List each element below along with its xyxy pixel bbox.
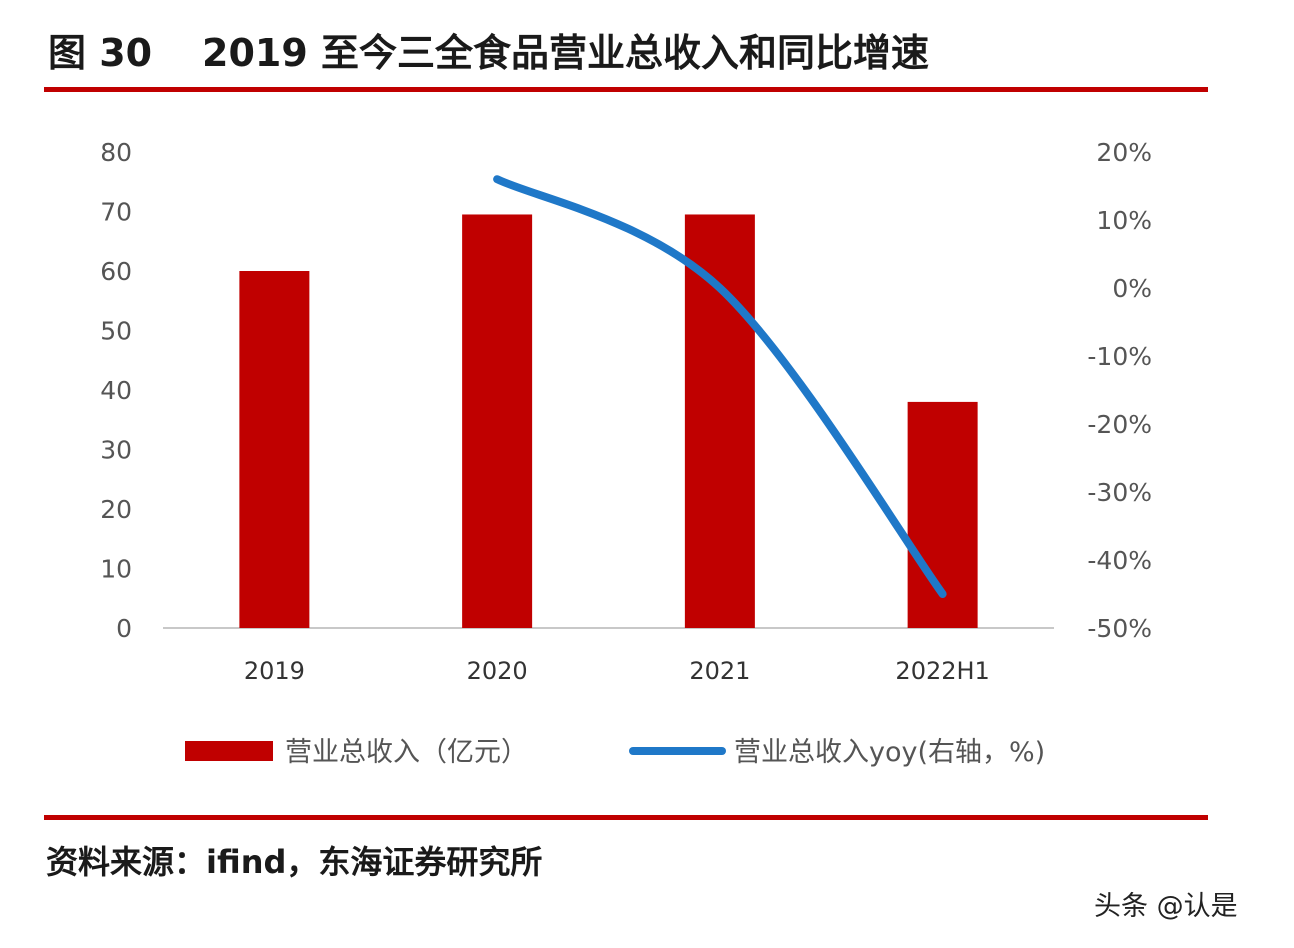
left-tick-label: 60	[100, 257, 132, 286]
right-tick-label: -50%	[1087, 614, 1152, 643]
right-tick-label: -20%	[1087, 410, 1152, 439]
line-series	[493, 175, 947, 598]
legend-line-label: 营业总收入yoy(右轴，%)	[734, 737, 1045, 768]
left-tick-label: 30	[100, 436, 132, 465]
right-tick-label: 10%	[1096, 206, 1152, 235]
yoy-line	[493, 175, 947, 598]
source-note: 资料来源：ifind，东海证券研究所	[46, 843, 542, 881]
right-tick-label: -30%	[1087, 478, 1152, 507]
left-tick-label: 50	[100, 317, 132, 346]
left-axis: 0 10 20 30 40 50 60 70 80	[100, 138, 132, 643]
chart-title: 2019 至今三全食品营业总收入和同比增速	[202, 31, 929, 75]
watermark: 头条 @认是	[1094, 891, 1238, 922]
legend-bar-swatch	[185, 741, 273, 761]
right-axis: -50% -40% -30% -20% -10% 0% 10% 20%	[1087, 138, 1152, 643]
source-divider	[44, 815, 1208, 820]
x-tick-label: 2020	[467, 657, 528, 685]
left-tick-label: 20	[100, 495, 132, 524]
x-tick-label: 2022H1	[895, 657, 989, 685]
x-tick-label: 2021	[689, 657, 750, 685]
left-tick-label: 40	[100, 376, 132, 405]
figure-label: 图 30	[48, 31, 152, 75]
right-tick-label: 0%	[1112, 274, 1152, 303]
bar-2021	[684, 214, 755, 628]
right-tick-label: -10%	[1087, 342, 1152, 371]
title-divider	[44, 87, 1208, 92]
right-tick-label: 20%	[1096, 138, 1152, 167]
bar-series	[239, 214, 978, 628]
legend-bar-label: 营业总收入（亿元）	[285, 737, 528, 768]
legend: 营业总收入（亿元） 营业总收入yoy(右轴，%)	[185, 737, 1045, 768]
bar-2020	[462, 214, 533, 628]
bar-2019	[239, 271, 310, 628]
right-tick-label: -40%	[1087, 546, 1152, 575]
x-axis: 2019 2020 2021 2022H1	[244, 657, 990, 685]
left-tick-label: 10	[100, 555, 132, 584]
left-tick-label: 70	[100, 198, 132, 227]
x-tick-label: 2019	[244, 657, 305, 685]
left-tick-label: 80	[100, 138, 132, 167]
left-tick-label: 0	[116, 614, 132, 643]
